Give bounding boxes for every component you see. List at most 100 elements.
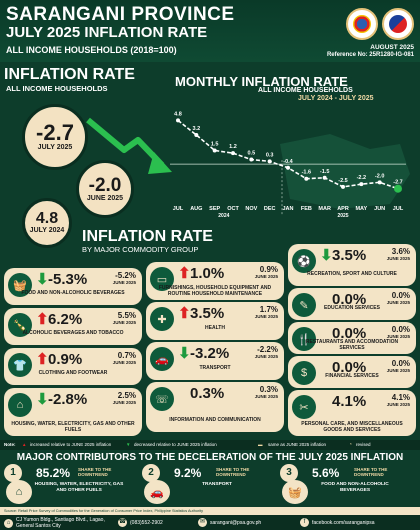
data-label: 0.3: [266, 152, 274, 158]
car-icon: 🚗: [144, 480, 170, 504]
bagong-pilipinas-logo: [382, 8, 414, 40]
commodity-prev-value: 0.0%: [391, 291, 410, 300]
data-point: [394, 184, 402, 193]
data-label: 0.5: [248, 151, 256, 157]
monthly-chart-range: JULY 2024 - JULY 2025: [298, 95, 374, 102]
contributor-share: 5.6%: [312, 466, 340, 480]
contributor-rank: 3: [280, 464, 298, 482]
contributor-label: TRANSPORT: [202, 482, 232, 487]
commodity-value: -3.2%: [190, 345, 230, 362]
commodity-label: FURNISHINGS, HOUSEHOLD EQUIPMENT AND ROU…: [158, 285, 272, 297]
contributor-share: 85.2%: [36, 466, 71, 480]
contributor-label: FOOD AND NON-ALCOHOLIC BEVERAGES: [321, 482, 389, 493]
data-label: -1.5: [320, 169, 329, 175]
data-point: [286, 165, 290, 170]
data-point: [359, 182, 364, 187]
data-point: [176, 118, 180, 123]
commodity-prev-label: JUNE 2025: [254, 354, 278, 359]
commodity-value: 0.0%: [332, 291, 367, 308]
footer-phone-text: (083)552-2902: [130, 519, 163, 526]
shirt-icon: 👕: [8, 353, 32, 377]
data-point: [212, 148, 217, 153]
arrow-down-icon: ⬇: [320, 247, 333, 264]
contributor-label: HOUSING, WATER, ELECTRICITY, GAS AND OTH…: [34, 482, 124, 493]
province-title: SARANGANI PROVINCE: [6, 4, 235, 25]
commodity-label: RECREATION, SPORT AND CULTURE: [307, 271, 397, 277]
x-tick-label: DEC: [264, 206, 276, 212]
commodity-label: FOOD AND NON-ALCOHOLIC BEVERAGES: [21, 290, 125, 296]
commodity-value: 3.5%: [332, 247, 367, 264]
x-tick-label: JUL: [393, 206, 404, 212]
data-point: [377, 180, 382, 185]
location-icon: ⌂: [4, 519, 13, 528]
commodity-prev-value: -2.2%: [257, 345, 278, 354]
commodity-label: TRANSPORT: [199, 365, 231, 371]
education-icon: ✎: [292, 293, 316, 317]
arrow-up-icon: ⬆: [36, 351, 49, 368]
x-tick-label: MAY: [355, 206, 367, 212]
year-label: 2025: [337, 213, 348, 219]
bottle-icon: 🍾: [8, 313, 32, 337]
footer-email-text[interactable]: sarangani@psa.gov.ph: [210, 519, 262, 526]
contributors-title: MAJOR CONTRIBUTORS TO THE DECELERATION O…: [16, 452, 404, 463]
money-icon: $: [292, 361, 316, 385]
last-year-inflation-value: 4.8: [35, 210, 59, 228]
footer-facebook-text[interactable]: facebook.com/saranganipsa: [312, 519, 375, 526]
health-icon: ✚: [150, 307, 174, 331]
commodity-value: 4.1%: [332, 393, 367, 410]
commodity-prev-label: JUNE 2025: [386, 402, 410, 407]
contributor-share-label: SHARE TO THE DOWNTREND: [78, 467, 112, 477]
commodity-prev-value: 0.7%: [117, 351, 136, 360]
footer-address-text: CJ Yumon Bldg., Santiago Blvd., Lagao, G…: [16, 517, 105, 529]
x-tick-label: AUG: [190, 206, 202, 212]
data-point: [267, 159, 272, 164]
x-tick-label: NOV: [245, 206, 257, 212]
phone-icon: ☎: [118, 518, 127, 527]
footer-facebook[interactable]: f facebook.com/saranganipsa: [300, 518, 375, 527]
commodity-prev-label: JUNE 2025: [386, 300, 410, 305]
commodity-card: ☏ 0.3% 0.3% JUNE 2025 INFORMATION AND COMMUN…: [146, 382, 284, 432]
commodity-label: FINANCIAL SERVICES: [325, 373, 379, 379]
legend-revised-icon: *: [350, 442, 352, 447]
footer-email[interactable]: ✉ sarangani@psa.gov.ph: [198, 518, 261, 527]
commodity-card: $0.0% 0.0% JUNE 2025 FINANCIAL SERVICES: [288, 356, 416, 388]
legend-down-icon: ▼: [126, 442, 131, 447]
data-point: [194, 132, 199, 137]
commodity-card: ▭ ⬆ 1.0% 0.9% JUNE 2025 FURNISHINGS, HOUSEHOL…: [146, 262, 284, 300]
commodity-card: 👕 ⬆ 0.9% 0.7% JUNE 2025 CLOTHING AND FOOTWEAR: [4, 348, 142, 385]
food-basket-icon: 🧺: [8, 273, 32, 297]
previous-inflation-label: JUNE 2025: [86, 194, 124, 202]
house-icon: ⌂: [8, 393, 32, 417]
commodity-subtitle: BY MAJOR COMMODITY GROUP: [82, 245, 199, 254]
commodity-prev-label: JUNE 2025: [386, 368, 410, 373]
commodity-label: CLOTHING AND FOOTWEAR: [38, 370, 108, 376]
legend-same-text: same as JUNE 2025 inflation: [268, 442, 327, 447]
legend-note: Note:: [4, 442, 16, 447]
last-year-inflation-label: JULY 2024: [29, 227, 65, 235]
data-point: [322, 175, 327, 180]
restaurant-icon: 🍴: [292, 327, 316, 351]
monthly-inflation-chart: 4.8 JUL 3.2 AUG 1.5 SEP 1.2 OCT 0.5 NOV 0.3 DEC -0.4…: [170, 111, 410, 219]
phone-icon: ☏: [150, 387, 174, 411]
report-subtitle: JULY 2025 INFLATION RATE: [6, 24, 208, 41]
reference-number: Reference No: 25R1280-IG-081: [326, 52, 414, 58]
arrow-down-icon: ⬇: [178, 345, 191, 362]
commodity-label: HOUSING, WATER, ELECTRICITY, GAS AND OTH…: [11, 421, 135, 433]
commodity-prev-label: JUNE 2025: [112, 400, 136, 405]
psa-seal-icon: [346, 8, 378, 40]
data-label: -2.0: [375, 173, 384, 179]
legend-down-text: decreased relative to JUNE 2025 inflatio…: [134, 442, 217, 447]
x-tick-label: APR: [337, 206, 349, 212]
inflation-rate-subtitle: ALL INCOME HOUSEHOLDS: [6, 84, 108, 93]
arrow-down-icon: ⬇: [36, 271, 49, 288]
x-tick-label: JUN: [374, 206, 385, 212]
personal-care-icon: ✂: [292, 395, 316, 419]
commodity-title: INFLATION RATE: [82, 228, 213, 245]
commodity-label: RESTAURANTS AND ACCOMODATION SERVICES: [305, 339, 399, 351]
source-note: Source: Retail Price Survey of Commoditi…: [0, 507, 420, 515]
data-label: 1.5: [211, 141, 219, 147]
monthly-chart-subtitle: ALL INCOME HOUSEHOLDS: [258, 87, 353, 94]
legend-revised-text: revised: [356, 442, 371, 447]
contributor-item: 3 🧺 5.6% SHARE TO THE DOWNTREND FOOD AND NON…: [280, 464, 416, 506]
sofa-icon: ▭: [150, 267, 174, 291]
